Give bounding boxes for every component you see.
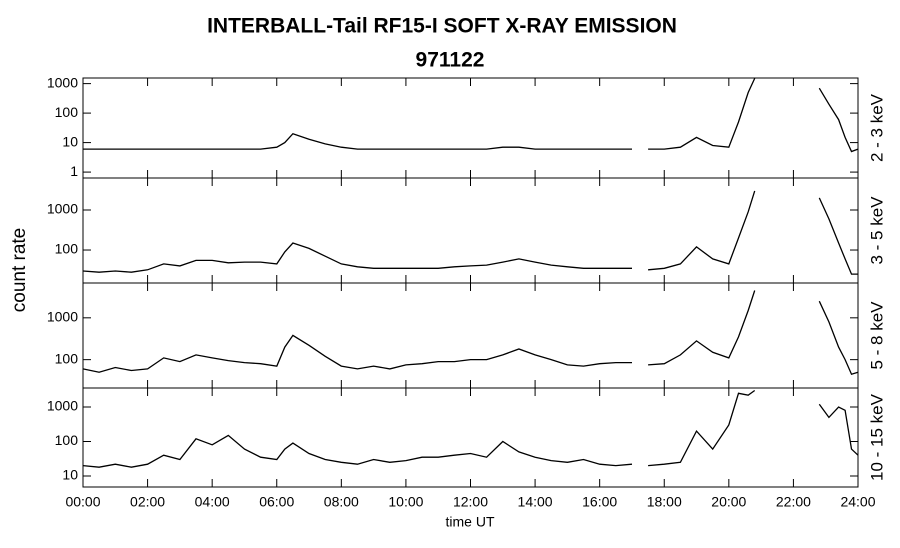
y-tick-label: 100 (55, 104, 79, 120)
y-tick-label: 1000 (47, 201, 78, 217)
y-tick-label: 1 (70, 163, 78, 179)
x-tick-label: 08:00 (324, 494, 359, 510)
chart-subtitle: 971122 (416, 49, 485, 72)
data-line (82, 290, 859, 375)
x-tick-label: 18:00 (647, 494, 682, 510)
x-tick-label: 04:00 (195, 494, 230, 510)
y-tick-label: 1000 (47, 74, 78, 90)
x-tick-label: 00:00 (65, 494, 100, 510)
y-tick-label: 100 (55, 432, 79, 448)
x-tick-label: 20:00 (711, 494, 746, 510)
chart-title: INTERBALL-Tail RF15-I SOFT X-RAY EMISSIO… (207, 15, 677, 38)
x-tick-label: 06:00 (259, 494, 294, 510)
x-tick-label: 22:00 (776, 494, 811, 510)
x-axis-label: time UT (446, 514, 495, 530)
x-tick-label: 16:00 (582, 494, 617, 510)
plot-frame (82, 77, 859, 179)
x-tick-label: 14:00 (518, 494, 553, 510)
data-line (82, 389, 859, 468)
y-tick-label: 1000 (47, 398, 78, 414)
y-tick-label: 100 (55, 350, 79, 366)
y-tick-label: 1000 (47, 309, 78, 325)
data-line (82, 190, 858, 275)
y-tick-label: 100 (55, 241, 79, 257)
x-tick-label: 02:00 (130, 494, 165, 510)
plot-frame (82, 282, 859, 389)
series-label: 2 - 3 keV (867, 93, 886, 162)
series-label: 5 - 8 keV (867, 301, 886, 370)
series-label: 3 - 5 keV (867, 196, 886, 265)
y-tick-label: 10 (62, 133, 78, 149)
y-axis-label: count rate (9, 228, 30, 313)
series-label: 10 - 15 keV (867, 393, 886, 481)
data-line (83, 78, 859, 153)
x-tick-label: 12:00 (453, 494, 488, 510)
x-tick-label: 10:00 (388, 494, 423, 510)
plot-frame (82, 387, 859, 488)
x-tick-label: 24:00 (840, 494, 875, 510)
y-tick-label: 10 (62, 467, 78, 483)
